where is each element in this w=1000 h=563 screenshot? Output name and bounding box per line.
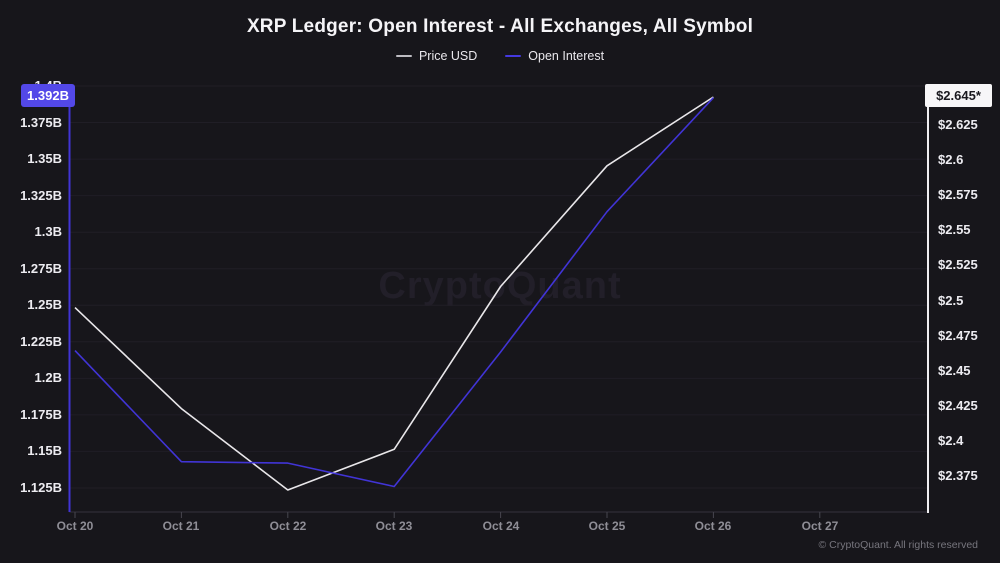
y-left-tick-label: 1.225B — [20, 334, 62, 349]
x-tick-label: Oct 23 — [375, 519, 413, 533]
price-latest-badge: $2.645* — [925, 84, 992, 107]
x-tick-label: Oct 24 — [482, 519, 520, 533]
y-left-tick-label: 1.375B — [20, 115, 62, 130]
y-left-tick-label: 1.125B — [20, 480, 62, 495]
x-tick-label: Oct 25 — [588, 519, 626, 533]
y-right-tick-label: $2.425 — [938, 398, 978, 413]
x-tick-label: Oct 22 — [269, 519, 307, 533]
open-interest-latest-badge: 1.392B — [21, 84, 75, 107]
y-right-tick-label: $2.45 — [938, 363, 971, 378]
y-right-tick-label: $2.625 — [938, 117, 978, 132]
y-axis-left: 1.4B1.375B1.35B1.325B1.3B1.275B1.25B1.22… — [0, 0, 62, 563]
x-tick-label: Oct 20 — [56, 519, 94, 533]
legend-item-open-interest[interactable]: Open Interest — [505, 49, 604, 63]
legend: Price USD Open Interest — [0, 49, 1000, 63]
cryptoquant-watermark: CryptoQuant — [378, 265, 622, 307]
y-right-tick-label: $2.55 — [938, 222, 971, 237]
y-right-tick-label: $2.5 — [938, 293, 964, 308]
y-left-tick-label: 1.325B — [20, 188, 62, 203]
series-line-open-interest — [74, 97, 714, 488]
y-left-tick-label: 1.25B — [27, 297, 62, 312]
y-right-tick-label: $2.375 — [938, 468, 978, 483]
x-tick-label: Oct 26 — [694, 519, 732, 533]
y-left-tick-label: 1.2B — [34, 370, 62, 385]
y-left-tick-label: 1.275B — [20, 261, 62, 276]
legend-label: Price USD — [418, 49, 478, 63]
legend-label: Open Interest — [528, 49, 605, 63]
price-usd-line-swatch-icon — [395, 55, 412, 57]
y-right-tick-label: $2.4 — [938, 433, 964, 448]
page-title: XRP Ledger: Open Interest - All Exchange… — [246, 16, 754, 37]
y-right-tick-label: $2.475 — [938, 328, 978, 343]
y-right-tick-label: $2.6 — [938, 152, 964, 167]
copyright-text: © CryptoQuant. All rights reserved — [818, 539, 978, 551]
y-left-tick-label: 1.35B — [27, 151, 62, 166]
series-line-price-usd — [74, 96, 714, 491]
y-right-tick-label: $2.575 — [938, 187, 978, 202]
y-right-tick-label: $2.525 — [938, 257, 978, 272]
y-axis-right: $2.625 $2.6 $2.575 $2.55 $2.525 $2.5 $2.475 $2.… — [938, 0, 1000, 563]
open-interest-line-swatch-icon — [505, 55, 522, 57]
y-left-tick-label: 1.3B — [34, 224, 62, 239]
y-left-tick-label: 1.15B — [27, 443, 62, 458]
y-left-tick-label: 1.175B — [20, 407, 62, 422]
x-tick-label: Oct 27 — [801, 519, 839, 533]
legend-item-price-usd[interactable]: Price USD — [395, 49, 478, 63]
x-tick-label: Oct 21 — [162, 519, 200, 533]
